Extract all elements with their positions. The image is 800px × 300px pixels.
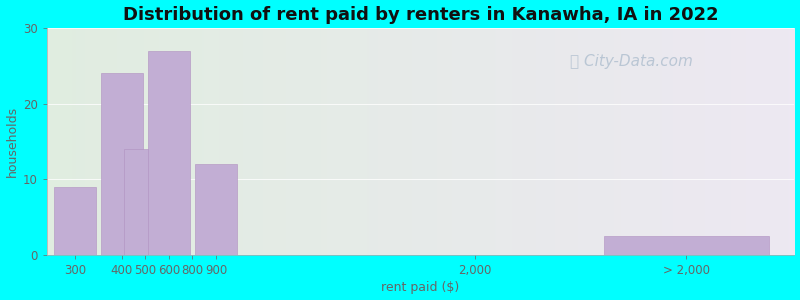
Bar [148,51,190,255]
Bar [101,74,143,255]
X-axis label: rent paid ($): rent paid ($) [382,281,460,294]
Title: Distribution of rent paid by renters in Kanawha, IA in 2022: Distribution of rent paid by renters in … [122,6,718,24]
Text: 📊 City-Data.com: 📊 City-Data.com [570,55,693,70]
Y-axis label: households: households [6,106,18,177]
Bar [54,187,96,255]
Bar [604,236,769,255]
Bar [194,164,237,255]
Bar [124,149,166,255]
